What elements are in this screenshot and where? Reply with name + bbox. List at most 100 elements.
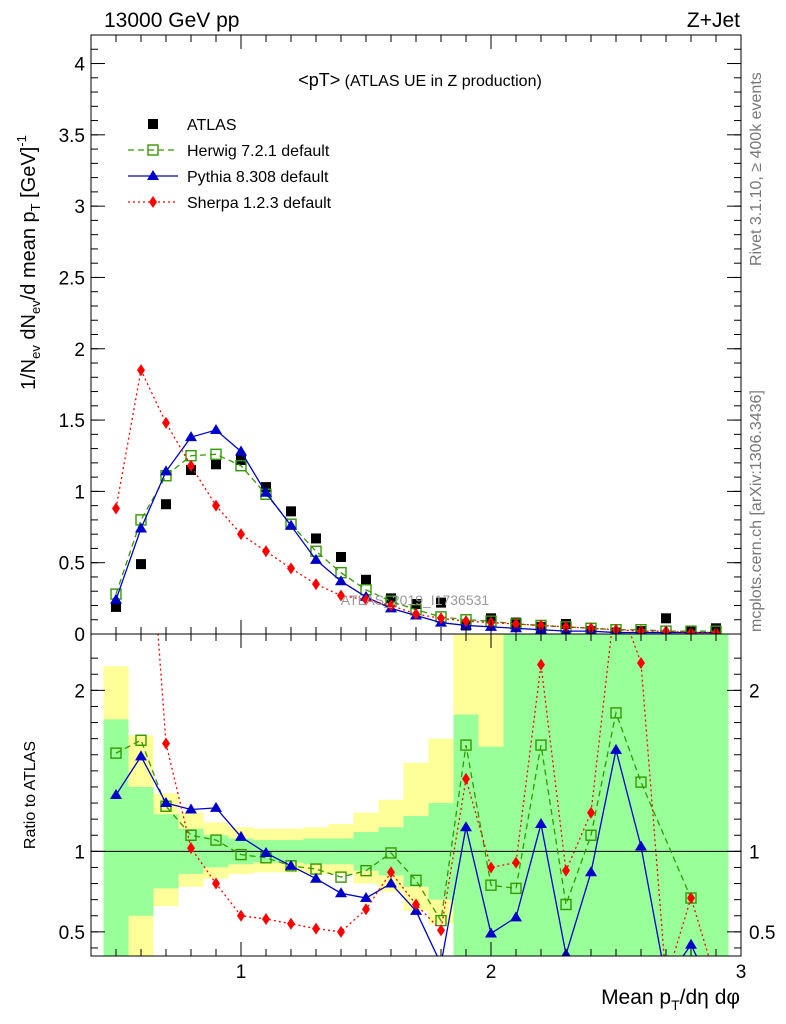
legend-label: Herwig 7.2.1 default: [187, 143, 330, 160]
point-pythia-9: [335, 575, 347, 586]
legend-entry-pythia: Pythia 8.308 default: [128, 169, 329, 186]
point-herwig-19: [585, 829, 597, 841]
point-sherpa-0: [112, 266, 120, 278]
point-sherpa-16: [512, 856, 520, 869]
y-tick-label: 2.5: [59, 268, 85, 289]
point-pythia-6: [260, 486, 272, 497]
point-sherpa-1: [137, 364, 145, 377]
main-plot-panel: ATLAS_2019_I1736531 <pT> (ATLAS UE in Z …: [14, 34, 742, 646]
y-tick-label: 3.5: [59, 126, 85, 147]
point-sherpa-14: [462, 772, 470, 785]
point-herwig-5: [235, 848, 247, 861]
point-pythia-9: [335, 887, 347, 898]
analysis-watermark: ATLAS_2019_I1736531: [341, 592, 490, 608]
mcplots-label: mcplots.cern.ch [arXiv:1306.3436]: [748, 390, 765, 632]
ratio-plot-area: [91, 266, 741, 986]
point-sherpa-11: [387, 866, 395, 879]
band-inner-23: [678, 634, 704, 956]
point-pythia-0: [110, 789, 122, 799]
point-pythia-4: [210, 801, 222, 812]
header-left: 13000 GeV pp: [104, 9, 239, 32]
header-right: Z+Jet: [687, 9, 740, 32]
y-tick-label: 0: [74, 625, 85, 646]
y-tick-label-right: 1: [749, 842, 760, 863]
y-tick-label: 4: [74, 55, 85, 76]
point-herwig-24: [710, 625, 722, 634]
point-sherpa-12: [412, 608, 420, 621]
point-herwig-10: [360, 864, 372, 877]
point-pythia-11: [385, 877, 397, 888]
band-inner-14: [453, 714, 479, 956]
y-tick-label: 2: [74, 681, 85, 702]
point-pythia-4: [210, 424, 222, 435]
point-herwig-23: [685, 625, 697, 634]
point-sherpa-12: [412, 898, 420, 911]
point-sherpa-22: [662, 974, 670, 986]
legend: ATLAS Herwig 7.2.1 default Pythia 8.308 de…: [128, 117, 332, 212]
point-atlas-10: [361, 574, 371, 585]
point-herwig-5: [235, 460, 247, 472]
legend-entry-sherpa: Sherpa 1.2.3 default: [128, 195, 332, 212]
point-pythia-3: [185, 431, 197, 442]
point-pythia-21: [635, 840, 647, 851]
point-sherpa-6: [262, 545, 270, 558]
legend-label: ATLAS: [187, 117, 237, 134]
y-tick-label: 0.5: [59, 554, 85, 575]
point-atlas-13: [436, 597, 446, 608]
point-herwig-9: [335, 871, 347, 883]
point-sherpa-17: [537, 619, 545, 632]
point-pythia-8: [310, 553, 322, 564]
point-herwig-16: [510, 882, 522, 895]
point-pythia-legend: [147, 170, 159, 180]
band-inner-0: [103, 719, 129, 956]
x-tick-label: 2: [486, 962, 497, 983]
ratio-y-axis-label: Ratio to ATLAS: [22, 741, 39, 849]
point-herwig-20: [610, 707, 622, 719]
point-pythia-8: [310, 872, 322, 883]
y-tick-label: 3: [74, 197, 85, 218]
legend-entry-atlas: ATLAS: [148, 117, 237, 134]
point-atlas-11: [386, 593, 396, 604]
point-sherpa-5: [237, 909, 245, 922]
point-herwig-0: [110, 747, 122, 759]
point-sherpa-legend: [149, 196, 157, 208]
point-pythia-7: [285, 859, 297, 870]
point-sherpa-17: [537, 658, 545, 671]
point-herwig-4: [210, 448, 222, 460]
point-sherpa-2: [162, 737, 170, 750]
point-herwig-17: [535, 739, 547, 751]
main-plot-axes: 0 0.5 1 1.5 2 2.5 3 3.5 4: [59, 34, 742, 646]
point-sherpa-4: [212, 499, 220, 512]
point-sherpa-2: [162, 416, 170, 429]
point-sherpa-8: [312, 922, 320, 935]
main-y-axis-label: 1/Nev dNev/d mean pT [GeV]-1: [14, 135, 43, 390]
y-tick-label: 0.5: [59, 923, 85, 944]
rivet-label: Rivet 3.1.10, ≥ 400k events: [748, 72, 765, 266]
point-pythia-5: [235, 445, 247, 456]
point-sherpa-10: [362, 903, 370, 916]
y-tick-label-right: 2: [749, 681, 760, 702]
band-inner-24: [703, 634, 729, 956]
legend-label: Pythia 8.308 default: [187, 169, 329, 186]
point-pythia-1: [135, 522, 147, 533]
point-sherpa-20: [612, 588, 620, 600]
point-sherpa-7: [287, 562, 295, 575]
point-pythia-19: [585, 866, 597, 877]
point-atlas-0: [111, 601, 121, 612]
y-tick-label: 1: [74, 842, 85, 863]
point-pythia-2: [160, 797, 172, 808]
point-atlas-22: [661, 613, 671, 624]
point-herwig-12: [410, 874, 422, 887]
point-sherpa-16: [512, 618, 520, 631]
y-tick-label-right: 0.5: [749, 923, 775, 944]
legend-entry-herwig: Herwig 7.2.1 default: [128, 143, 330, 160]
point-herwig-21: [635, 624, 647, 634]
point-pythia-3: [185, 803, 197, 814]
point-atlas-4: [211, 459, 221, 470]
point-pythia-15: [485, 927, 497, 938]
point-herwig-3: [185, 829, 197, 841]
point-sherpa-21: [637, 656, 645, 669]
point-sherpa-0: [112, 502, 120, 515]
point-sherpa-3: [187, 459, 195, 472]
